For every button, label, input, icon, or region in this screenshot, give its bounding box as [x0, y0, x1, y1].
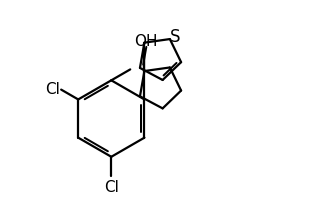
Text: Cl: Cl: [104, 180, 119, 195]
Text: S: S: [169, 28, 180, 46]
Text: OH: OH: [134, 34, 157, 49]
Text: Cl: Cl: [45, 82, 60, 97]
